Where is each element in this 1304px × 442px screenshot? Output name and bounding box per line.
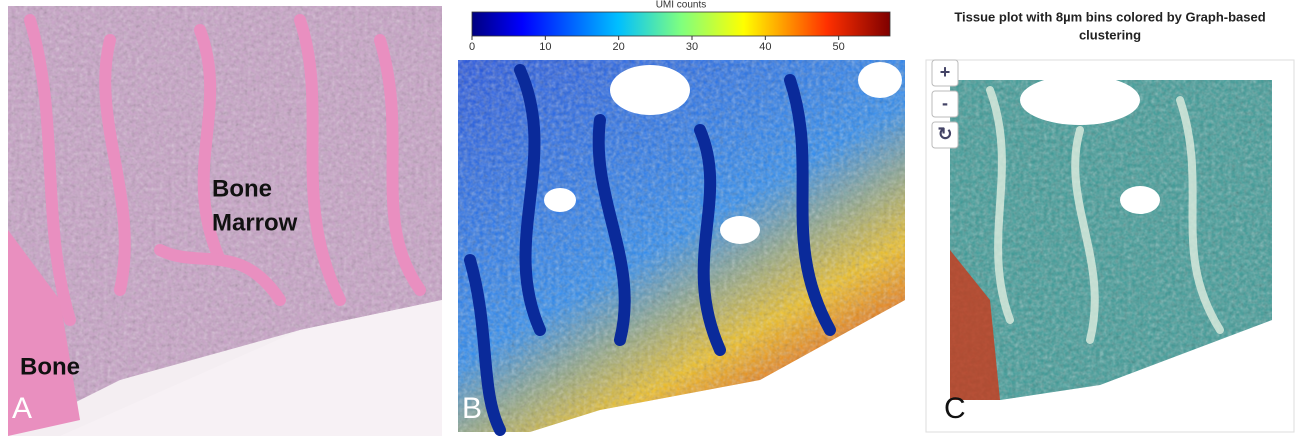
colorbar-tick-label: 10: [539, 41, 551, 53]
holes: [1020, 75, 1160, 214]
zoom-controls: + - ↻: [931, 59, 959, 149]
zoom-button-label[interactable]: ↻: [937, 124, 952, 144]
bone-regions: [986, 86, 1224, 344]
panel-b: UMI counts 0 10 20 30 40 50 B: [456, 0, 905, 436]
colorbar: [471, 11, 891, 37]
colorbar-tick-label: 50: [833, 41, 845, 53]
panel-c: Tissue plot with 8µm bins colored by Gra…: [925, 9, 1295, 433]
trabeculae: [24, 14, 426, 326]
bone-cluster: [950, 250, 1000, 400]
plot-title-1: Tissue plot with 8µm bins colored by Gra…: [954, 9, 1265, 24]
label-bone-marrow-1: Bone: [212, 175, 272, 202]
colorbar-tick-label: 40: [759, 41, 771, 53]
umi-texture: [458, 60, 905, 432]
colorbar-tick-label: 0: [469, 41, 475, 53]
label-bone-marrow-2: Marrow: [212, 209, 298, 236]
zoom-button-label[interactable]: +: [940, 62, 951, 82]
colorbar-tick-label: 30: [686, 41, 698, 53]
zoom-button[interactable]: [931, 90, 959, 118]
zoom-button[interactable]: [931, 121, 959, 149]
colorbar-title: UMI counts: [656, 0, 707, 11]
panel-letter: A: [12, 392, 32, 425]
panel-letter: B: [462, 392, 482, 425]
colorbar-tick-label: 20: [613, 41, 625, 53]
cortical-bone: [8, 230, 80, 436]
zoom-button-label[interactable]: -: [942, 93, 948, 113]
bone-regions: [464, 64, 836, 436]
label-bone: Bone: [20, 353, 80, 380]
slide-glass: [60, 300, 442, 436]
panel-letter: C: [944, 392, 966, 425]
colorbar-ticks: 0 10 20 30 40 50: [469, 36, 845, 53]
panel-a: Bone Marrow Bone A: [8, 6, 442, 436]
plot-title-2: clustering: [1079, 27, 1141, 42]
zoom-button[interactable]: [931, 59, 959, 87]
holes: [544, 62, 902, 244]
marrow-texture: [8, 6, 442, 430]
